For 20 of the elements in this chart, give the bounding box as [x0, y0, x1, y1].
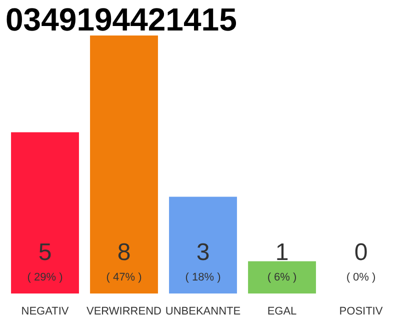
bar	[169, 196, 237, 294]
annotation: ( 29% )	[27, 272, 63, 284]
bar	[248, 261, 316, 294]
x-tick-label: NEGATIV	[21, 306, 70, 318]
annotation: ( 6% )	[267, 272, 297, 284]
annotation: ( 18% )	[185, 272, 221, 284]
data-label: 0	[354, 239, 368, 266]
x-tick-label: EGAL	[267, 306, 297, 318]
bar	[11, 132, 79, 294]
annotation: ( 47% )	[106, 272, 142, 284]
bar	[90, 36, 158, 294]
x-tick-label: UNBEKANNTE	[165, 306, 241, 318]
data-label: 5	[38, 239, 52, 266]
data-label: 3	[196, 239, 210, 266]
data-label: 1	[275, 239, 289, 266]
chart-title: 0349194421415	[6, 2, 237, 38]
x-tick-label: POSITIV	[339, 306, 384, 318]
data-label: 8	[117, 239, 131, 266]
annotation: ( 0% )	[346, 272, 376, 284]
x-tick-label: VERWIRREND	[86, 306, 162, 318]
